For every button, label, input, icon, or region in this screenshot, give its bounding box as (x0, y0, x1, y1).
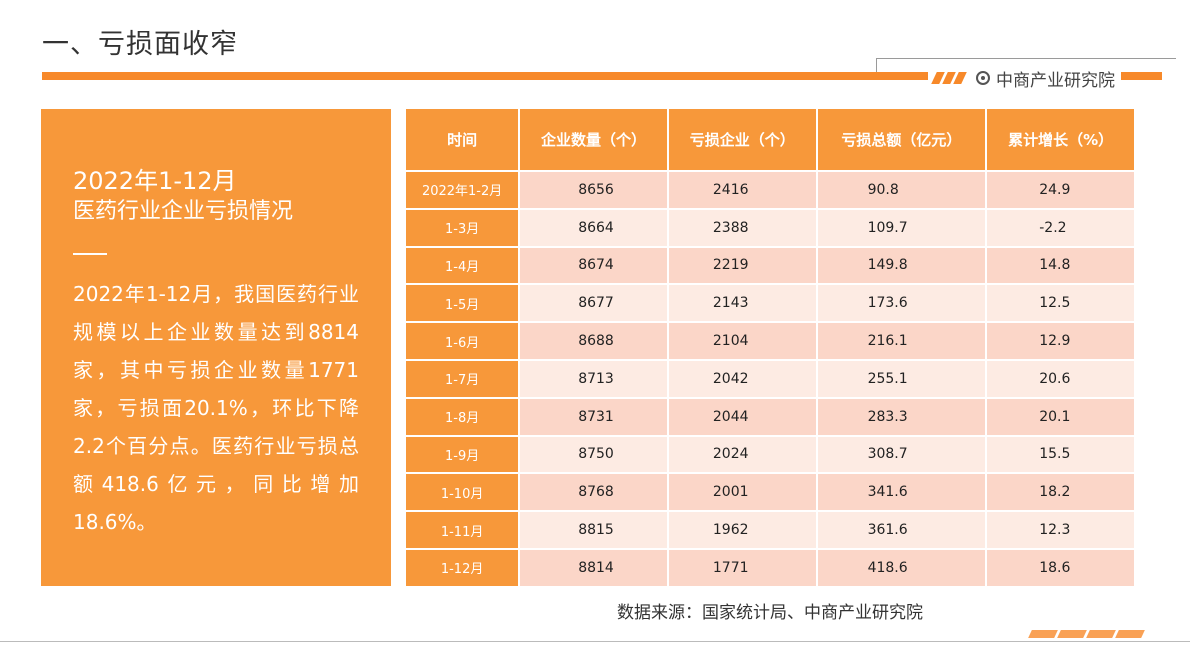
summary-panel: 2022年1-12月 医药行业企业亏损情况 2022年1-12月，我国医药行业规… (41, 109, 391, 586)
cell-cumulative-growth: 14.8 (987, 245, 1134, 284)
cell-enterprise-count: 8815 (520, 510, 667, 548)
title-divider-tick (876, 58, 877, 72)
cell-loss-amount: 255.1 (817, 358, 986, 397)
title-divider-line (876, 58, 1176, 59)
cell-loss-amount: 149.8 (817, 245, 986, 284)
table-row: 1-4月 8674 2219 149.8 14.8 (406, 245, 1134, 284)
brand-badge: 中商产业研究院 (928, 66, 1121, 91)
footer-rule (0, 641, 1190, 642)
brand-name: 中商产业研究院 (996, 70, 1115, 91)
table-row: 1-3月 8664 2388 109.7 -2.2 (406, 207, 1134, 246)
cell-loss-enterprises: 2143 (668, 283, 816, 322)
panel-body-text: 2022年1-12月，我国医药行业规模以上企业数量达到8814家，其中亏损企业数… (73, 282, 359, 534)
brand-stripes-icon (931, 72, 967, 84)
cell-loss-amount: 308.7 (817, 434, 986, 473)
table-row: 2022年1-2月 8656 2416 90.8 24.9 (406, 170, 1134, 208)
cell-time: 1-7月 (406, 358, 519, 397)
cell-enterprise-count: 8677 (520, 283, 667, 322)
cell-enterprise-count: 8713 (520, 358, 667, 397)
cell-loss-amount: 173.6 (817, 283, 986, 322)
cell-enterprise-count: 8664 (520, 207, 667, 246)
cell-enterprise-count: 8688 (520, 321, 667, 359)
cell-time: 1-6月 (406, 321, 519, 359)
loss-data-table: 时间 企业数量（个） 亏损企业（个） 亏损总额（亿元） 累计增长（%） 2022… (404, 109, 1136, 586)
cell-loss-amount: 361.6 (817, 510, 986, 548)
table-row: 1-8月 8731 2044 283.3 20.1 (406, 396, 1134, 435)
brand-logo-icon (976, 71, 990, 85)
table-row: 1-9月 8750 2024 308.7 15.5 (406, 434, 1134, 473)
cell-loss-amount: 341.6 (817, 472, 986, 511)
cell-enterprise-count: 8731 (520, 396, 667, 435)
cell-time: 1-3月 (406, 207, 519, 246)
footer-accent-stripes (1028, 630, 1145, 638)
title-rule (42, 72, 1162, 80)
cell-loss-enterprises: 2001 (668, 472, 816, 511)
cell-cumulative-growth: 12.3 (987, 510, 1134, 548)
cell-loss-enterprises: 2219 (668, 245, 816, 284)
header-cumulative-growth: 累计增长（%） (987, 109, 1134, 170)
table-body: 2022年1-2月 8656 2416 90.8 24.9 1-3月 8664 2388 109… (406, 170, 1134, 586)
header-time: 时间 (406, 109, 519, 170)
cell-loss-enterprises: 1962 (668, 510, 816, 548)
cell-time: 1-4月 (406, 245, 519, 284)
cell-loss-enterprises: 2044 (668, 396, 816, 435)
cell-loss-amount: 90.8 (817, 170, 986, 208)
table-row: 1-6月 8688 2104 216.1 12.9 (406, 321, 1134, 359)
cell-enterprise-count: 8750 (520, 434, 667, 473)
cell-time: 1-12月 (406, 547, 519, 586)
cell-cumulative-growth: 20.1 (987, 396, 1134, 435)
panel-heading-period: 2022年1-12月 (73, 167, 237, 195)
table-row: 1-11月 8815 1962 361.6 12.3 (406, 510, 1134, 548)
header-enterprise-count: 企业数量（个） (520, 109, 667, 170)
table-header-row: 时间 企业数量（个） 亏损企业（个） 亏损总额（亿元） 累计增长（%） (406, 109, 1134, 170)
cell-cumulative-growth: 18.2 (987, 472, 1134, 511)
cell-cumulative-growth: 20.6 (987, 358, 1134, 397)
cell-cumulative-growth: 15.5 (987, 434, 1134, 473)
cell-enterprise-count: 8674 (520, 245, 667, 284)
cell-cumulative-growth: 12.9 (987, 321, 1134, 359)
cell-cumulative-growth: 24.9 (987, 170, 1134, 208)
cell-loss-amount: 283.3 (817, 396, 986, 435)
cell-time: 1-9月 (406, 434, 519, 473)
cell-loss-amount: 418.6 (817, 547, 986, 586)
cell-cumulative-growth: 18.6 (987, 547, 1134, 586)
cell-enterprise-count: 8656 (520, 170, 667, 208)
cell-time: 1-11月 (406, 510, 519, 548)
cell-enterprise-count: 8768 (520, 472, 667, 511)
page-title: 一、亏损面收窄 (42, 29, 238, 60)
cell-loss-enterprises: 2388 (668, 207, 816, 246)
panel-heading-subject: 医药行业企业亏损情况 (73, 199, 294, 224)
cell-loss-enterprises: 2042 (668, 358, 816, 397)
table-row: 1-5月 8677 2143 173.6 12.5 (406, 283, 1134, 322)
panel-divider (73, 253, 107, 255)
cell-cumulative-growth: -2.2 (987, 207, 1134, 246)
header-loss-amount: 亏损总额（亿元） (817, 109, 986, 170)
cell-loss-enterprises: 2104 (668, 321, 816, 359)
cell-loss-amount: 109.7 (817, 207, 986, 246)
cell-time: 2022年1-2月 (406, 170, 519, 208)
cell-loss-enterprises: 2416 (668, 170, 816, 208)
data-source-note: 数据来源：国家统计局、中商产业研究院 (617, 603, 923, 623)
cell-enterprise-count: 8814 (520, 547, 667, 586)
cell-time: 1-8月 (406, 396, 519, 435)
header-loss-enterprises: 亏损企业（个） (668, 109, 816, 170)
table-row: 1-10月 8768 2001 341.6 18.2 (406, 472, 1134, 511)
cell-time: 1-10月 (406, 472, 519, 511)
table-row: 1-7月 8713 2042 255.1 20.6 (406, 358, 1134, 397)
table-row: 1-12月 8814 1771 418.6 18.6 (406, 547, 1134, 586)
cell-time: 1-5月 (406, 283, 519, 322)
cell-loss-enterprises: 2024 (668, 434, 816, 473)
cell-cumulative-growth: 12.5 (987, 283, 1134, 322)
cell-loss-enterprises: 1771 (668, 547, 816, 586)
cell-loss-amount: 216.1 (817, 321, 986, 359)
